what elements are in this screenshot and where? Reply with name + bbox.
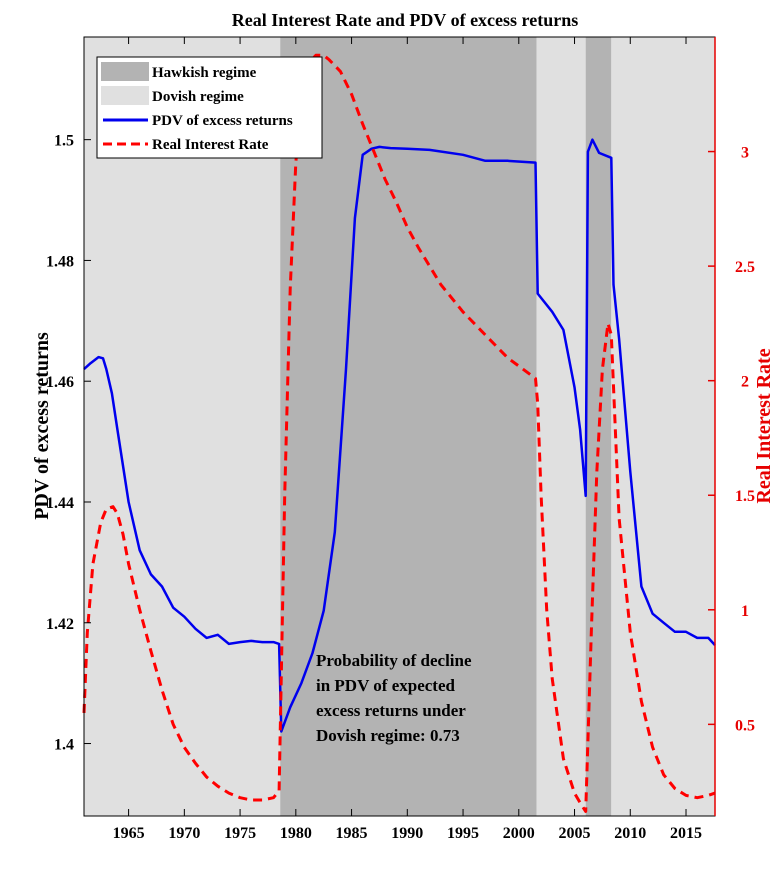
series-line-rate [82,53,716,813]
regime-bands [84,37,715,816]
x-tick-label: 1980 [280,825,312,842]
y-right-tick-label: 2 [741,374,749,391]
legend-swatch-dovish [101,86,149,105]
x-tick-label: 2010 [614,825,646,842]
y-left-tick-label: 1.5 [54,133,74,150]
x-tick-label: 1965 [113,825,145,842]
y-left-tick-label: 1.46 [46,374,74,391]
y-left-tick-label: 1.4 [54,737,74,754]
pdv-series [83,138,716,733]
right-axis: 0.5 1 1.5 2 2.5 3 [708,145,755,734]
x-tick-label: 2000 [503,825,535,842]
regime-band-1 [280,37,537,816]
x-tick-label: 1975 [224,825,256,842]
y-right-tick-label: 3 [741,145,749,162]
x-tick-label: 2005 [559,825,591,842]
legend-swatch-hawkish [101,62,149,81]
x-tick-label: 1995 [447,825,479,842]
annotation-line-4: Dovish regime: 0.73 [316,726,460,745]
y-left-tick-label: 1.42 [46,616,74,633]
y-right-tick-label: 2.5 [735,259,755,276]
legend-label-rate: Real Interest Rate [152,137,269,153]
annotation-line-2: in PDV of expected [316,676,456,695]
y-right-tick-label: 0.5 [735,717,755,734]
x-tick-label: 1990 [391,825,423,842]
chart-title: Real Interest Rate and PDV of excess ret… [232,10,578,30]
regime-band-2 [536,37,586,816]
y-right-tick-label: 1.5 [735,488,755,505]
x-axis: 1965 1970 1975 1980 1985 1990 1995 2000 2005 2010… [113,37,702,842]
legend-label-hawkish: Hawkish regime [152,65,257,81]
x-tick-label: 1970 [168,825,200,842]
legend-label-dovish: Dovish regime [152,89,244,105]
y-left-tick-label: 1.48 [46,253,74,270]
annotation-line-1: Probability of decline [316,651,472,670]
x-tick-label: 1985 [336,825,368,842]
x-tick-label: 2015 [670,825,702,842]
left-axis-label: PDV of excess returns [31,332,53,520]
right-axis-label: Real Interest Rate [753,348,774,503]
legend-label-pdv: PDV of excess returns [152,113,293,129]
series-line-pdv [83,138,716,733]
y-right-tick-label: 1 [741,603,749,620]
left-axis: 1.4 1.42 1.44 1.46 1.48 1.5 [46,133,91,754]
annotation: Probability of decline in PDV of expecte… [316,651,472,745]
legend: Hawkish regime Dovish regime PDV of exce… [96,56,323,159]
regime-band-4 [611,37,715,816]
annotation-line-3: excess returns under [316,701,466,720]
rate-series [82,53,716,813]
y-left-tick-label: 1.44 [46,495,74,512]
